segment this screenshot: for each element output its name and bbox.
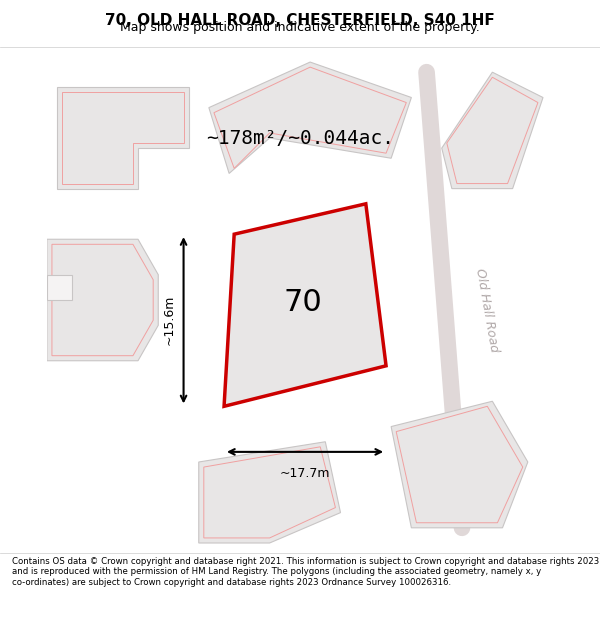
Text: ~178m²/~0.044ac.: ~178m²/~0.044ac.: [206, 129, 394, 148]
Text: ~17.7m: ~17.7m: [280, 467, 331, 480]
Text: 70, OLD HALL ROAD, CHESTERFIELD, S40 1HF: 70, OLD HALL ROAD, CHESTERFIELD, S40 1HF: [105, 13, 495, 28]
Polygon shape: [209, 62, 412, 173]
Text: ~15.6m: ~15.6m: [163, 295, 176, 346]
Polygon shape: [57, 88, 188, 189]
Polygon shape: [250, 224, 361, 366]
Polygon shape: [199, 442, 341, 543]
Text: Contains OS data © Crown copyright and database right 2021. This information is : Contains OS data © Crown copyright and d…: [12, 557, 599, 586]
Polygon shape: [391, 401, 528, 528]
Polygon shape: [442, 72, 543, 189]
Text: Map shows position and indicative extent of the property.: Map shows position and indicative extent…: [120, 21, 480, 34]
Text: 70: 70: [283, 288, 322, 317]
Text: Old Hall Road: Old Hall Road: [473, 267, 501, 353]
Polygon shape: [224, 204, 386, 406]
Polygon shape: [47, 239, 158, 361]
Polygon shape: [47, 275, 72, 300]
